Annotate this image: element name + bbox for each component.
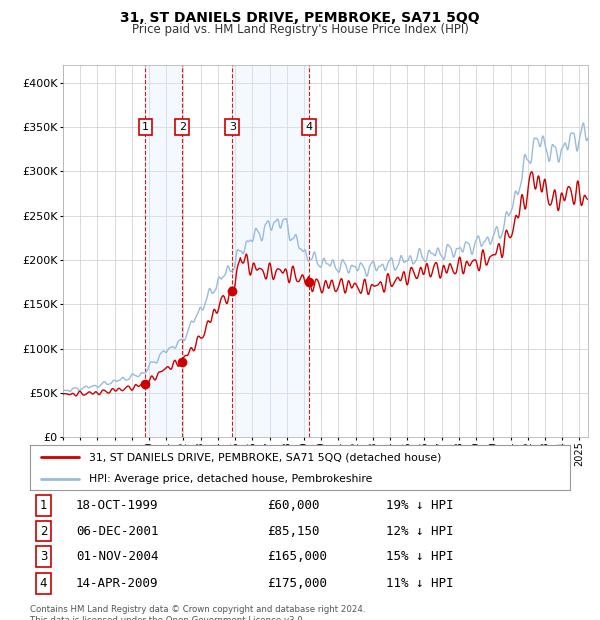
Text: 14-APR-2009: 14-APR-2009 bbox=[76, 577, 158, 590]
Text: 11% ↓ HPI: 11% ↓ HPI bbox=[386, 577, 454, 590]
Text: Price paid vs. HM Land Registry's House Price Index (HPI): Price paid vs. HM Land Registry's House … bbox=[131, 23, 469, 36]
Bar bbox=[232, 65, 309, 437]
Text: 01-NOV-2004: 01-NOV-2004 bbox=[76, 550, 158, 563]
Text: HPI: Average price, detached house, Pembrokeshire: HPI: Average price, detached house, Pemb… bbox=[89, 474, 373, 484]
Text: £60,000: £60,000 bbox=[268, 499, 320, 512]
Text: £85,150: £85,150 bbox=[268, 525, 320, 538]
Text: Contains HM Land Registry data © Crown copyright and database right 2024.: Contains HM Land Registry data © Crown c… bbox=[30, 604, 365, 614]
Text: 1: 1 bbox=[142, 122, 149, 132]
Text: 18-OCT-1999: 18-OCT-1999 bbox=[76, 499, 158, 512]
Text: 2: 2 bbox=[40, 525, 47, 538]
Text: 1: 1 bbox=[40, 499, 47, 512]
Text: 4: 4 bbox=[40, 577, 47, 590]
Text: 15% ↓ HPI: 15% ↓ HPI bbox=[386, 550, 454, 563]
Text: 3: 3 bbox=[229, 122, 236, 132]
Text: £175,000: £175,000 bbox=[268, 577, 328, 590]
Text: 31, ST DANIELS DRIVE, PEMBROKE, SA71 5QQ: 31, ST DANIELS DRIVE, PEMBROKE, SA71 5QQ bbox=[120, 11, 480, 25]
Bar bbox=[145, 65, 182, 437]
Text: 19% ↓ HPI: 19% ↓ HPI bbox=[386, 499, 454, 512]
Text: 12% ↓ HPI: 12% ↓ HPI bbox=[386, 525, 454, 538]
Text: 06-DEC-2001: 06-DEC-2001 bbox=[76, 525, 158, 538]
Text: 31, ST DANIELS DRIVE, PEMBROKE, SA71 5QQ (detached house): 31, ST DANIELS DRIVE, PEMBROKE, SA71 5QQ… bbox=[89, 452, 442, 463]
Text: This data is licensed under the Open Government Licence v3.0.: This data is licensed under the Open Gov… bbox=[30, 616, 305, 620]
Text: £165,000: £165,000 bbox=[268, 550, 328, 563]
Text: 4: 4 bbox=[305, 122, 313, 132]
Text: 3: 3 bbox=[40, 550, 47, 563]
Text: 2: 2 bbox=[179, 122, 186, 132]
